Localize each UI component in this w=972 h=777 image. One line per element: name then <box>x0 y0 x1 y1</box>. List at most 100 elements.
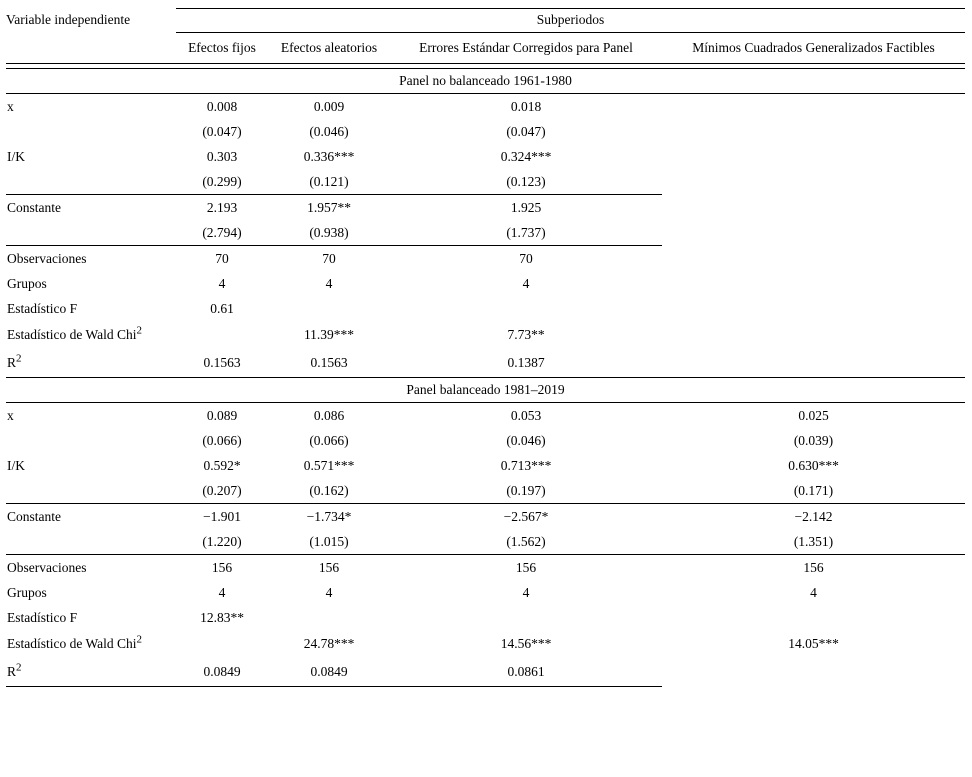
header-double-rule <box>6 63 965 69</box>
cell: (0.299) <box>202 173 242 189</box>
cell: (1.220) <box>202 533 242 549</box>
row-label: Estadístico F <box>7 609 78 625</box>
section-title-panel-balanceado: Panel balanceado 1981–2019 <box>6 378 965 403</box>
row-label: Constante <box>7 508 61 524</box>
table-row: Observaciones 70 70 70 <box>6 246 965 271</box>
superscript-2: 2 <box>136 324 143 337</box>
cell: 156 <box>803 559 824 575</box>
cell: (0.047) <box>506 123 546 139</box>
cell: 14.05*** <box>788 636 839 651</box>
table-row: Constante 2.193 1.957** 1.925 <box>6 195 965 220</box>
mid-rule <box>6 194 662 195</box>
cell: 0.1387 <box>507 355 545 370</box>
group-header-subperiodos: Subperiodos <box>176 8 965 33</box>
cell: 0.025 <box>798 407 829 423</box>
column-header-efectos-aleatorios: Efectos aleatorios <box>280 39 378 55</box>
table-row: (0.066) (0.066) (0.046) (0.039) <box>6 428 965 453</box>
cell: 0.324*** <box>500 148 552 164</box>
cell: 1.957** <box>307 199 351 215</box>
table-row: x 0.008 0.009 0.018 <box>6 94 965 119</box>
cell: 0.630*** <box>788 457 839 473</box>
cell: −1.734* <box>306 508 352 524</box>
cell: 4 <box>325 584 333 600</box>
cell: 156 <box>318 559 340 575</box>
cell: 2.193 <box>206 199 238 215</box>
cell: 70 <box>215 250 229 266</box>
table-row: (0.207) (0.162) (0.197) (0.171) <box>6 478 965 503</box>
cell: 156 <box>211 559 233 575</box>
cell: 0.018 <box>510 98 542 114</box>
row-label: Grupos <box>7 275 47 291</box>
table-row: Grupos 4 4 4 <box>6 271 965 296</box>
table-row: I/K 0.303 0.336*** 0.324*** <box>6 144 965 169</box>
table-row: R2 0.0849 0.0849 0.0861 <box>6 658 965 686</box>
row-label: Constante <box>7 199 61 215</box>
cell: (1.562) <box>506 533 546 549</box>
mid-rule <box>6 503 965 504</box>
row-label-text: Estadístico de Wald Chi <box>7 636 137 651</box>
cell: (0.066) <box>309 432 349 448</box>
row-label: R2 <box>6 661 176 680</box>
table-row: (0.047) (0.046) (0.047) <box>6 119 965 144</box>
superscript-2: 2 <box>136 633 143 646</box>
cell: 0.713*** <box>500 457 552 473</box>
cell: 0.1563 <box>203 355 241 370</box>
row-label: Estadístico de Wald Chi2 <box>6 633 176 652</box>
table-row: R2 0.1563 0.1563 0.1387 <box>6 349 965 377</box>
table-row: Estadístico F 0.61 <box>6 296 965 321</box>
cell: (0.123) <box>506 173 546 189</box>
cell: 0.303 <box>206 148 238 164</box>
regression-results-table: Variable independiente Subperiodos Efect… <box>6 8 965 687</box>
superscript-2: 2 <box>16 352 22 365</box>
cell: (0.039) <box>793 432 834 448</box>
superscript-2: 2 <box>16 661 22 674</box>
cell: (1.351) <box>793 533 834 549</box>
row-label: I/K <box>7 148 25 164</box>
table-row: I/K 0.592* 0.571*** 0.713*** 0.630*** <box>6 453 965 478</box>
cell: (0.207) <box>202 482 242 498</box>
table-row: Estadístico de Wald Chi2 24.78*** 14.56***… <box>6 630 965 658</box>
cell: (0.162) <box>309 482 349 498</box>
section-title-panel-no-balanceado: Panel no balanceado 1961-1980 <box>6 69 965 94</box>
cell: (0.047) <box>202 123 242 139</box>
table-row: Estadístico de Wald Chi2 11.39*** 7.73** <box>6 321 965 349</box>
row-label-text: Estadístico de Wald Chi <box>7 327 137 342</box>
cell: (0.121) <box>309 173 349 189</box>
cell: 70 <box>322 250 336 266</box>
cell: 14.56*** <box>500 636 552 651</box>
table-row: Estadístico F 12.83** <box>6 605 965 630</box>
cell: 0.0849 <box>310 664 348 679</box>
row-label: x <box>7 407 14 423</box>
cell: −2.142 <box>794 508 833 524</box>
cell: (0.046) <box>309 123 349 139</box>
row-label: Observaciones <box>7 250 87 266</box>
cell: 4 <box>218 275 226 291</box>
cell: 7.73** <box>507 327 545 342</box>
row-label: Estadístico de Wald Chi2 <box>6 324 176 343</box>
table-header-row-2: Efectos fijos Efectos aleatorios Errores… <box>6 33 965 62</box>
cell: 0.089 <box>206 407 238 423</box>
cell: (1.737) <box>506 224 546 240</box>
cell: (0.938) <box>309 224 349 240</box>
row-label: I/K <box>7 457 25 473</box>
row-label: Observaciones <box>7 559 87 575</box>
cell: 4 <box>325 275 333 291</box>
row-label: R2 <box>6 352 176 371</box>
table-row: Constante −1.901 −1.734* −2.567* −2.142 <box>6 504 965 529</box>
cell: 0.053 <box>510 407 542 423</box>
cell: 156 <box>515 559 537 575</box>
mid-rule <box>6 554 965 555</box>
table-row: (2.794) (0.938) (1.737) <box>6 220 965 245</box>
column-header-pcse: Errores Estándar Corregidos para Panel <box>419 39 633 55</box>
table-bottom-rule <box>6 686 662 687</box>
cell: 0.571*** <box>303 457 355 473</box>
cell: 0.592* <box>203 457 241 473</box>
cell: 0.008 <box>206 98 238 114</box>
cell: 0.009 <box>313 98 345 114</box>
row-label: Grupos <box>7 584 47 600</box>
cell: −2.567* <box>503 508 549 524</box>
row-label-text: R <box>7 664 17 679</box>
column-header-fgls: Mínimos Cuadrados Generalizados Factible… <box>692 39 935 55</box>
cell: 11.39*** <box>303 327 355 342</box>
cell: (0.197) <box>506 482 546 498</box>
